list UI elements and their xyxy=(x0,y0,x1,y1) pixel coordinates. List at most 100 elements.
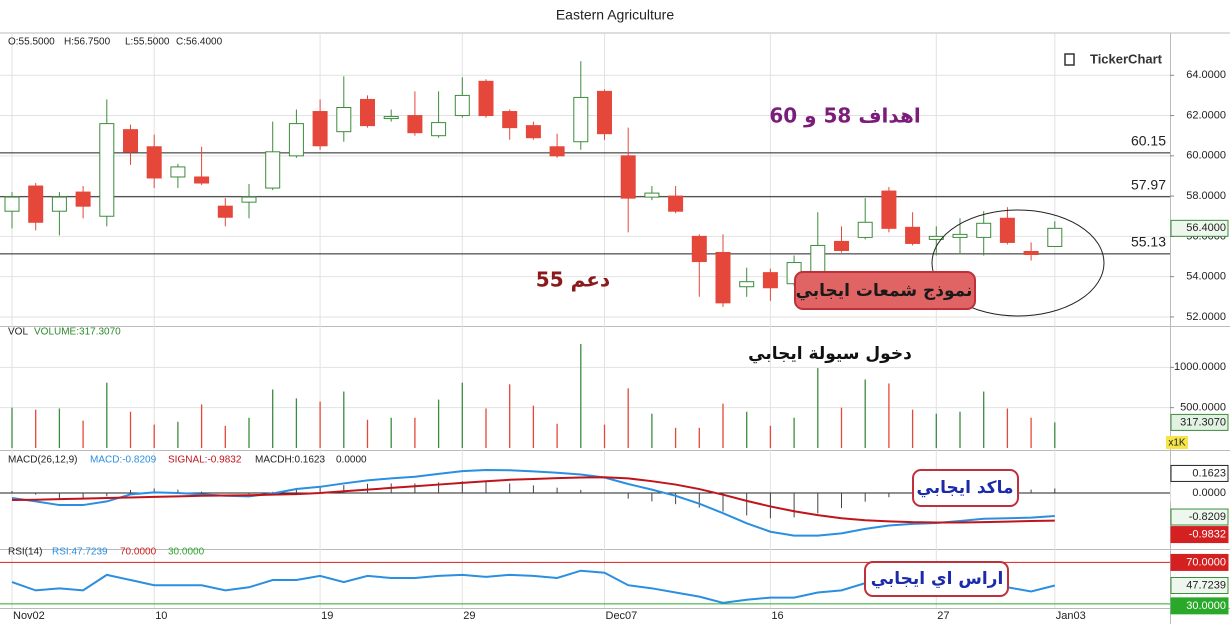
ohlc-text: C:56.4000 xyxy=(176,37,223,48)
candle-body xyxy=(4,196,20,212)
candle-body xyxy=(360,98,375,127)
candle-body xyxy=(928,235,944,240)
candle-body xyxy=(549,146,565,157)
chart-title: Eastern Agriculture xyxy=(556,7,674,23)
candle-body xyxy=(265,151,281,189)
logo: TickerChart xyxy=(1090,51,1163,66)
panel-header: 0.0000 xyxy=(336,455,367,466)
macd-value: 0.0000 xyxy=(1192,487,1226,499)
candle-body xyxy=(810,244,826,274)
x-tick-label: 27 xyxy=(937,610,949,622)
annotation: اراس اي ايجابي xyxy=(871,569,1004,589)
candle-body xyxy=(857,221,873,238)
candle-body xyxy=(739,281,755,288)
candle-body xyxy=(525,125,541,139)
level-value: 70.0000 xyxy=(1186,556,1226,568)
candle-body xyxy=(336,107,352,133)
y-tick-label: 58.0000 xyxy=(1186,190,1226,202)
panel-header: VOL xyxy=(8,327,28,338)
candle-body xyxy=(905,226,921,244)
unit-box xyxy=(1166,436,1188,449)
annotation: اهداف 58 و 60 xyxy=(769,104,920,128)
candle-body xyxy=(762,272,778,289)
candle-body xyxy=(28,185,44,223)
panel-header: RSI(14) xyxy=(8,547,42,558)
candle-body xyxy=(478,80,494,117)
candle-body xyxy=(454,94,470,117)
annotation: دخول سيولة ايجابي xyxy=(748,344,912,364)
candle-body xyxy=(573,96,589,143)
candle-body xyxy=(75,191,91,207)
ohlc-text: O:55.5000 xyxy=(8,37,55,48)
level-label: 55.13 xyxy=(1131,234,1166,250)
candle-body xyxy=(99,123,115,217)
panel-header: MACD:-0.8209 xyxy=(90,455,157,466)
candle-body xyxy=(1047,227,1063,247)
last-rsi-box xyxy=(1170,577,1229,595)
y-tick-label: 62.0000 xyxy=(1186,109,1226,121)
candle-body xyxy=(691,235,707,263)
candle-body xyxy=(644,192,660,198)
macd-value-box xyxy=(1170,508,1229,526)
macd-value: 0.1623 xyxy=(1192,467,1226,479)
annotation: نموذج شمعات ايجابي xyxy=(796,281,973,301)
candle-body xyxy=(668,195,684,212)
y-tick-label: 1000.0000 xyxy=(1174,361,1226,373)
candle-body xyxy=(834,240,849,251)
candle-body xyxy=(952,233,968,238)
panel-header: SIGNAL:-0.9832 xyxy=(168,455,242,466)
candle-body xyxy=(146,146,162,179)
x-tick-label: Nov02 xyxy=(13,610,45,622)
candle-body xyxy=(51,196,67,212)
macd-line xyxy=(11,476,1055,524)
last-price-box xyxy=(1170,219,1229,237)
candle-body xyxy=(431,122,447,137)
y-tick-label: 54.0000 xyxy=(1186,271,1226,283)
candle-body xyxy=(976,222,992,238)
ohlc-text: H:56.7500 xyxy=(64,37,111,48)
panel-header: 70.0000 xyxy=(120,547,157,558)
level-label: 60.15 xyxy=(1131,133,1166,149)
candle-body xyxy=(123,129,138,153)
highlight-ellipse xyxy=(931,209,1105,317)
y-tick-label: 64.0000 xyxy=(1186,69,1226,81)
macd-value-box xyxy=(1170,526,1229,544)
panel-header: MACD(26,12,9) xyxy=(8,455,77,466)
panel-header: 30.0000 xyxy=(168,547,205,558)
macd-value: -0.8209 xyxy=(1189,511,1226,523)
macd-value-box xyxy=(1170,464,1229,482)
annotation-box xyxy=(912,469,1019,507)
x-tick-label: 29 xyxy=(463,610,475,622)
x-tick-label: 19 xyxy=(321,610,333,622)
x-tick-label: 10 xyxy=(155,610,167,622)
y-tick-label: 52.0000 xyxy=(1186,311,1226,323)
x-tick-label: 16 xyxy=(771,610,783,622)
candle-body xyxy=(312,111,328,147)
annotation: ماكد ايجابي xyxy=(917,478,1014,498)
macd-line xyxy=(11,468,1055,537)
level-value-box xyxy=(1170,553,1229,571)
last-price: 56.4000 xyxy=(1186,222,1226,234)
last-volume-box xyxy=(1170,413,1229,431)
candle-body xyxy=(170,166,186,178)
candle-body xyxy=(597,90,612,135)
candle-body xyxy=(715,251,731,304)
unit-label: x1K xyxy=(1168,438,1186,449)
candle-body xyxy=(620,155,636,199)
candle-body xyxy=(383,116,399,120)
panel-header: VOLUME:317.3070 xyxy=(34,327,121,338)
ohlc-text: L:55.5000 xyxy=(125,37,170,48)
annotation: دعم 55 xyxy=(536,268,610,292)
level-value-box xyxy=(1170,597,1229,615)
candle-body xyxy=(881,190,897,229)
candle-body xyxy=(407,115,423,134)
last-rsi: 47.7239 xyxy=(1186,579,1226,591)
level-value: 30.0000 xyxy=(1186,600,1226,612)
candle-body xyxy=(502,111,518,129)
candle-body xyxy=(217,205,233,218)
panel-header: MACDH:0.1623 xyxy=(255,455,325,466)
level-label: 57.97 xyxy=(1131,176,1166,192)
y-tick-label: 500.0000 xyxy=(1180,402,1226,414)
